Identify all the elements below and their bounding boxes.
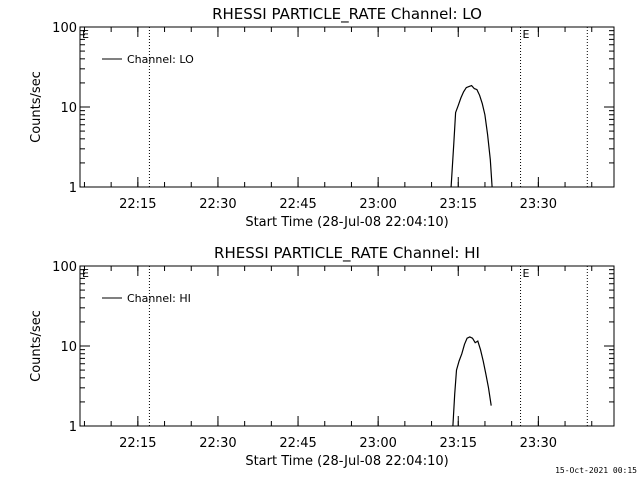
x-tick-label: 22:15 [119, 436, 156, 451]
corner-label: E [82, 267, 89, 280]
x-axis-label: Start Time (28-Jul-08 22:04:10) [245, 215, 448, 230]
x-tick-label: 23:30 [520, 436, 557, 451]
x-tick-label: 23:15 [440, 436, 477, 451]
chart-title: RHESSI PARTICLE_RATE Channel: LO [212, 5, 482, 24]
y-axis-label: Counts/sec [29, 71, 44, 143]
y-tick-label: 1 [69, 420, 77, 435]
series-line [450, 84, 493, 188]
corner-label: E [82, 28, 89, 41]
y-tick-label: 100 [52, 260, 77, 275]
y-tick-label: 1 [69, 181, 77, 196]
series-line [452, 336, 492, 427]
plot-frame [79, 26, 615, 188]
chart-panel-1: RHESSI PARTICLE_RATE Channel: LO 1 10 100 Co… [29, 5, 615, 230]
legend-entry: Channel: HI [127, 292, 191, 305]
plot-frame [79, 265, 615, 427]
footer-timestamp: 15-Oct-2021 00:15 [555, 466, 637, 475]
x-tick-label: 22:45 [279, 436, 316, 451]
time-marker-label: E [523, 267, 530, 280]
x-tick-label: 23:00 [359, 197, 396, 212]
x-tick-label: 23:30 [520, 197, 557, 212]
x-tick-label: 23:15 [440, 197, 477, 212]
x-tick-label: 23:00 [359, 436, 396, 451]
y-tick-label: 10 [60, 101, 77, 116]
x-tick-label: 22:15 [119, 197, 156, 212]
y-tick-label: 10 [60, 340, 77, 355]
x-axis-label: Start Time (28-Jul-08 22:04:10) [245, 454, 448, 469]
chart-panel-2: RHESSI PARTICLE_RATE Channel: HI 1 10 100 Co… [29, 244, 615, 469]
x-tick-label: 22:30 [199, 436, 236, 451]
time-marker-label: E [523, 28, 530, 41]
x-tick-label: 22:30 [199, 197, 236, 212]
y-axis-label: Counts/sec [29, 310, 44, 382]
legend-entry: Channel: LO [127, 53, 194, 66]
x-tick-label: 22:45 [279, 197, 316, 212]
chart-title: RHESSI PARTICLE_RATE Channel: HI [214, 244, 480, 263]
y-tick-label: 100 [52, 21, 77, 36]
